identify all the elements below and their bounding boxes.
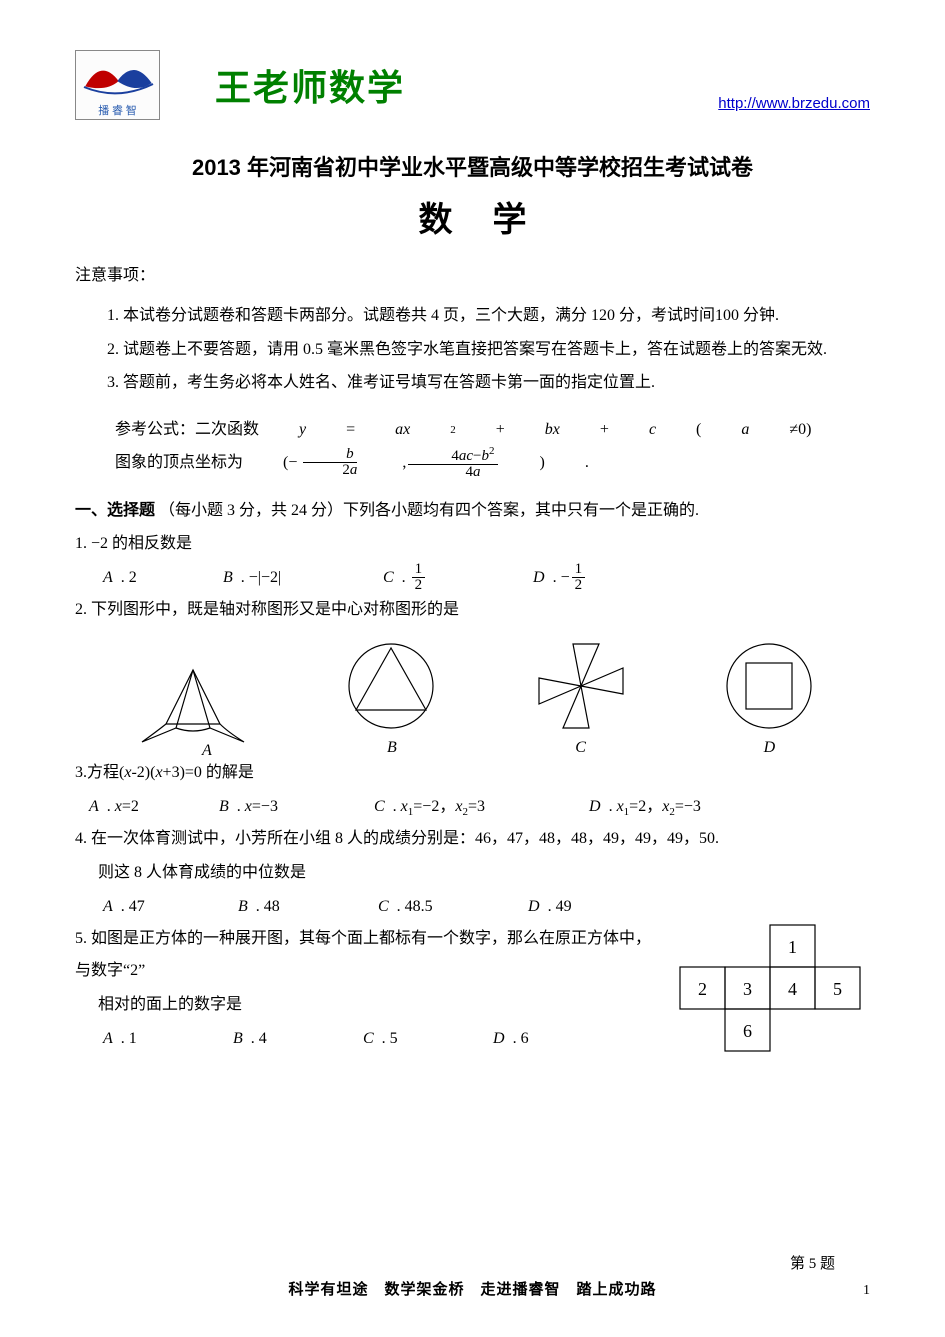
brand-title: 王老师数学 — [215, 59, 405, 111]
shape-b-icon — [344, 638, 439, 733]
q1-c: 12 — [412, 562, 426, 593]
svg-text:4: 4 — [788, 979, 797, 999]
q5-d-label: D — [493, 1030, 505, 1047]
shape-d-label: D — [764, 739, 776, 757]
q3-c-label: C — [374, 798, 385, 815]
site-url-link[interactable]: http://www.brzedu.com — [718, 95, 870, 112]
q5-stem-2: 相对的面上的数字是 — [75, 989, 660, 1021]
q3-stem: 3.方程(x-2)(x+3)=0 的解是 A — [75, 757, 268, 789]
q2-shapes: B C D — [85, 638, 860, 757]
q4-stem-1: 4. 在一次体育测试中，小芳所在小组 8 人的成绩分别是：46，47，48，48… — [75, 823, 870, 855]
svg-text:1: 1 — [788, 937, 797, 957]
q5-options: A . 1 B . 4 C . 5 D . 6 — [75, 1023, 660, 1055]
q1-a: . 2 — [121, 569, 137, 586]
q4-d-label: D — [528, 898, 540, 915]
subject-title: 数学 — [75, 192, 870, 241]
q5-d: . 6 — [513, 1030, 529, 1047]
q2-stem: 2. 下列图形中，既是轴对称图形又是中心对称图形的是 — [75, 594, 870, 626]
q1-b-label: B — [223, 569, 233, 586]
q4-b: . 48 — [256, 898, 280, 915]
q5-stem-1: 5. 如图是正方体的一种展开图，其每个面上都标有一个数字，那么在原正方体中，与数… — [75, 923, 660, 987]
section-1-header: 一、选择题 （每小题 3 分，共 24 分）下列各小题均有四个答案，其中只有一个… — [75, 496, 870, 520]
q3-b: =−3 — [252, 798, 278, 815]
q4-d: . 49 — [548, 898, 572, 915]
svg-text:3: 3 — [743, 979, 752, 999]
q4-c: . 48.5 — [397, 898, 433, 915]
q3-row: 3.方程(x-2)(x+3)=0 的解是 A — [75, 757, 870, 791]
notice-label: 注意事项： — [75, 261, 870, 285]
q1-c-label: C — [383, 562, 394, 594]
q5-c: . 5 — [382, 1030, 398, 1047]
q1-b: . −|−2| — [241, 569, 281, 586]
q1-options: A. 2 B. −|−2| C. 12 D. −12 — [75, 562, 870, 594]
logo-mark-icon — [76, 51, 161, 101]
q4-stem-2: 则这 8 人体育成绩的中位数是 — [75, 857, 870, 889]
q4-a-label: A — [103, 898, 113, 915]
q4-a: . 47 — [121, 898, 145, 915]
q4-c-label: C — [378, 898, 389, 915]
exam-title: 2013 年河南省初中学业水平暨高级中等学校招生考试试卷 — [75, 150, 870, 182]
shape-d-icon — [722, 638, 817, 733]
notice-item-3: 3. 答题前，考生务必将本人姓名、准考证号填写在答题卡第一面的指定位置上. — [75, 366, 870, 400]
q1-d: 12 — [572, 562, 586, 593]
notice-item-1: 1. 本试卷分试题卷和答题卡两部分。试题卷共 4 页，三个大题，满分 120 分… — [75, 299, 870, 333]
q5-c-label: C — [363, 1030, 374, 1047]
shape-a-icon — [128, 662, 258, 757]
q1-d-label: D — [533, 562, 545, 594]
q3-d2: =−3 — [675, 798, 701, 815]
shape-c-icon — [526, 638, 636, 733]
q3-d1: =2， — [629, 798, 662, 815]
reference-formula: 参考公式：二次函数 y=ax2+bx+c(a≠0) 图象的顶点坐标为 (−b2a… — [75, 414, 870, 480]
page-number: 1 — [863, 1283, 870, 1299]
q5-figure-caption: 第 5 题 — [790, 1252, 835, 1273]
q5-container: 5. 如图是正方体的一种展开图，其每个面上都标有一个数字，那么在原正方体中，与数… — [75, 923, 870, 1075]
formula-y: y — [259, 414, 306, 446]
q3-c2: =3 — [468, 798, 485, 815]
shape-b-label: B — [387, 739, 397, 757]
q1-stem: 1. −2 的相反数是 — [75, 528, 870, 560]
section-1-prefix: 一、选择题 — [75, 502, 155, 519]
q3-b-label: B — [219, 798, 229, 815]
q5-b-label: B — [233, 1030, 243, 1047]
svg-text:6: 6 — [743, 1021, 752, 1041]
section-1-rest: （每小题 3 分，共 24 分）下列各小题均有四个答案，其中只有一个是正确的. — [159, 502, 699, 519]
svg-text:5: 5 — [833, 979, 842, 999]
q1-a-label: A — [103, 569, 113, 586]
formula-prefix: 参考公式：二次函数 — [75, 414, 259, 446]
logo-caption: 播 睿 智 — [76, 102, 159, 118]
cube-net-icon: 1 2 3 4 5 6 — [670, 915, 870, 1070]
q5-a-label: A — [103, 1030, 113, 1047]
q3-c1: =−2， — [413, 798, 455, 815]
svg-text:2: 2 — [698, 979, 707, 999]
q5-a: . 1 — [121, 1030, 137, 1047]
q5-b: . 4 — [251, 1030, 267, 1047]
q3-a-label: A — [89, 798, 99, 815]
cube-net-figure: 1 2 3 4 5 6 — [670, 915, 870, 1075]
formula-mid: 图象的顶点坐标为 — [75, 447, 243, 479]
q4-b-label: B — [238, 898, 248, 915]
q3-options: A. x=2 B. x=−3 C. x1=−2，x2=3 D. x1=2，x2=… — [75, 791, 870, 823]
formula-end: . — [545, 447, 589, 479]
q3-a: =2 — [122, 798, 139, 815]
q3-d-label: D — [589, 798, 601, 815]
notice-item-2: 2. 试题卷上不要答题，请用 0.5 毫米黑色签字水笔直接把答案写在答题卡上，答… — [75, 333, 870, 367]
footer-slogan: 科学有坦途 数学架金桥 走进播睿智 踏上成功路 — [0, 1278, 945, 1299]
shape-c-label: C — [575, 739, 586, 757]
shape-a-label: A — [202, 742, 212, 759]
logo: 播 睿 智 — [75, 50, 160, 120]
